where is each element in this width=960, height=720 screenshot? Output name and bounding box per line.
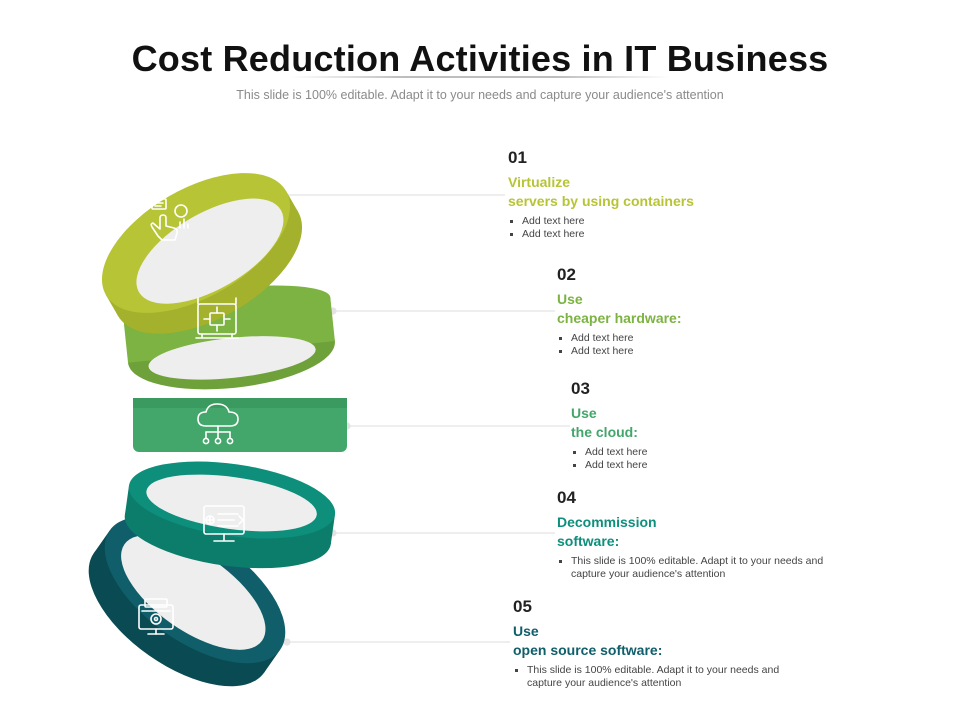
connector-dot-5 — [283, 638, 291, 646]
step-2-bullets: Add text here Add text here — [557, 332, 937, 358]
step-2-heading-line1: Use — [557, 291, 583, 307]
step-3-number: 03 — [571, 379, 590, 398]
step-5-bullets: This slide is 100% editable. Adapt it to… — [513, 664, 893, 690]
slide-title: Cost Reduction Activities in IT Business — [131, 38, 829, 79]
step-1-heading-line2: servers by using containers — [508, 193, 694, 209]
monitor-code-icon — [203, 505, 245, 542]
bullet-item: This slide is 100% editable. Adapt it to… — [559, 555, 861, 581]
bullet-item: Add text here — [573, 446, 951, 459]
step-1-heading: Virtualize servers by using containers — [508, 173, 888, 211]
step-4: 04 Decommission software: This slide is … — [557, 488, 937, 581]
step-2-heading: Use cheaper hardware: — [557, 290, 937, 328]
bullet-item: This slide is 100% editable. Adapt it to… — [515, 664, 817, 690]
ring-1 — [101, 173, 303, 334]
step-5-heading-line1: Use — [513, 623, 539, 639]
step-1-bullets: Add text here Add text here — [508, 215, 888, 241]
step-4-heading-line1: Decommission — [557, 514, 657, 530]
step-5: 05 Use open source software: This slide … — [513, 597, 893, 690]
step-5-heading: Use open source software: — [513, 622, 893, 660]
step-4-heading-line2: software: — [557, 533, 620, 549]
step-3-heading: Use the cloud: — [571, 404, 951, 442]
slide-subtitle: This slide is 100% editable. Adapt it to… — [236, 88, 724, 102]
step-2-number: 02 — [557, 265, 576, 284]
ring-4 — [124, 461, 336, 569]
bullet-item: Add text here — [510, 228, 888, 241]
step-3-heading-line1: Use — [571, 405, 597, 421]
step-3-bullets: Add text here Add text here — [571, 446, 951, 472]
hand-touch-chart-icon — [150, 198, 189, 241]
cloud-network-icon — [197, 403, 239, 445]
ring-5 — [88, 516, 286, 687]
bullet-item: Add text here — [559, 332, 937, 345]
step-5-number: 05 — [513, 597, 532, 616]
step-1-number: 01 — [508, 148, 527, 167]
bullet-item: Add text here — [510, 215, 888, 228]
ring-3 — [133, 398, 347, 452]
step-4-bullets: This slide is 100% editable. Adapt it to… — [557, 555, 937, 581]
bullet-item: Add text here — [559, 345, 937, 358]
step-5-heading-line2: open source software: — [513, 642, 663, 658]
processor-chip-icon — [195, 297, 239, 339]
step-2: 02 Use cheaper hardware: Add text here A… — [557, 265, 937, 358]
step-2-heading-line2: cheaper hardware: — [557, 310, 682, 326]
step-4-heading: Decommission software: — [557, 513, 937, 551]
title-underline — [290, 76, 670, 78]
bullet-item: Add text here — [573, 459, 951, 472]
step-1-heading-line1: Virtualize — [508, 174, 570, 190]
step-3: 03 Use the cloud: Add text here Add text… — [571, 379, 951, 472]
step-3-heading-line2: the cloud: — [571, 424, 638, 440]
step-1: 01 Virtualize servers by using container… — [508, 148, 888, 241]
desktop-settings-icon — [138, 598, 174, 635]
step-4-number: 04 — [557, 488, 576, 507]
